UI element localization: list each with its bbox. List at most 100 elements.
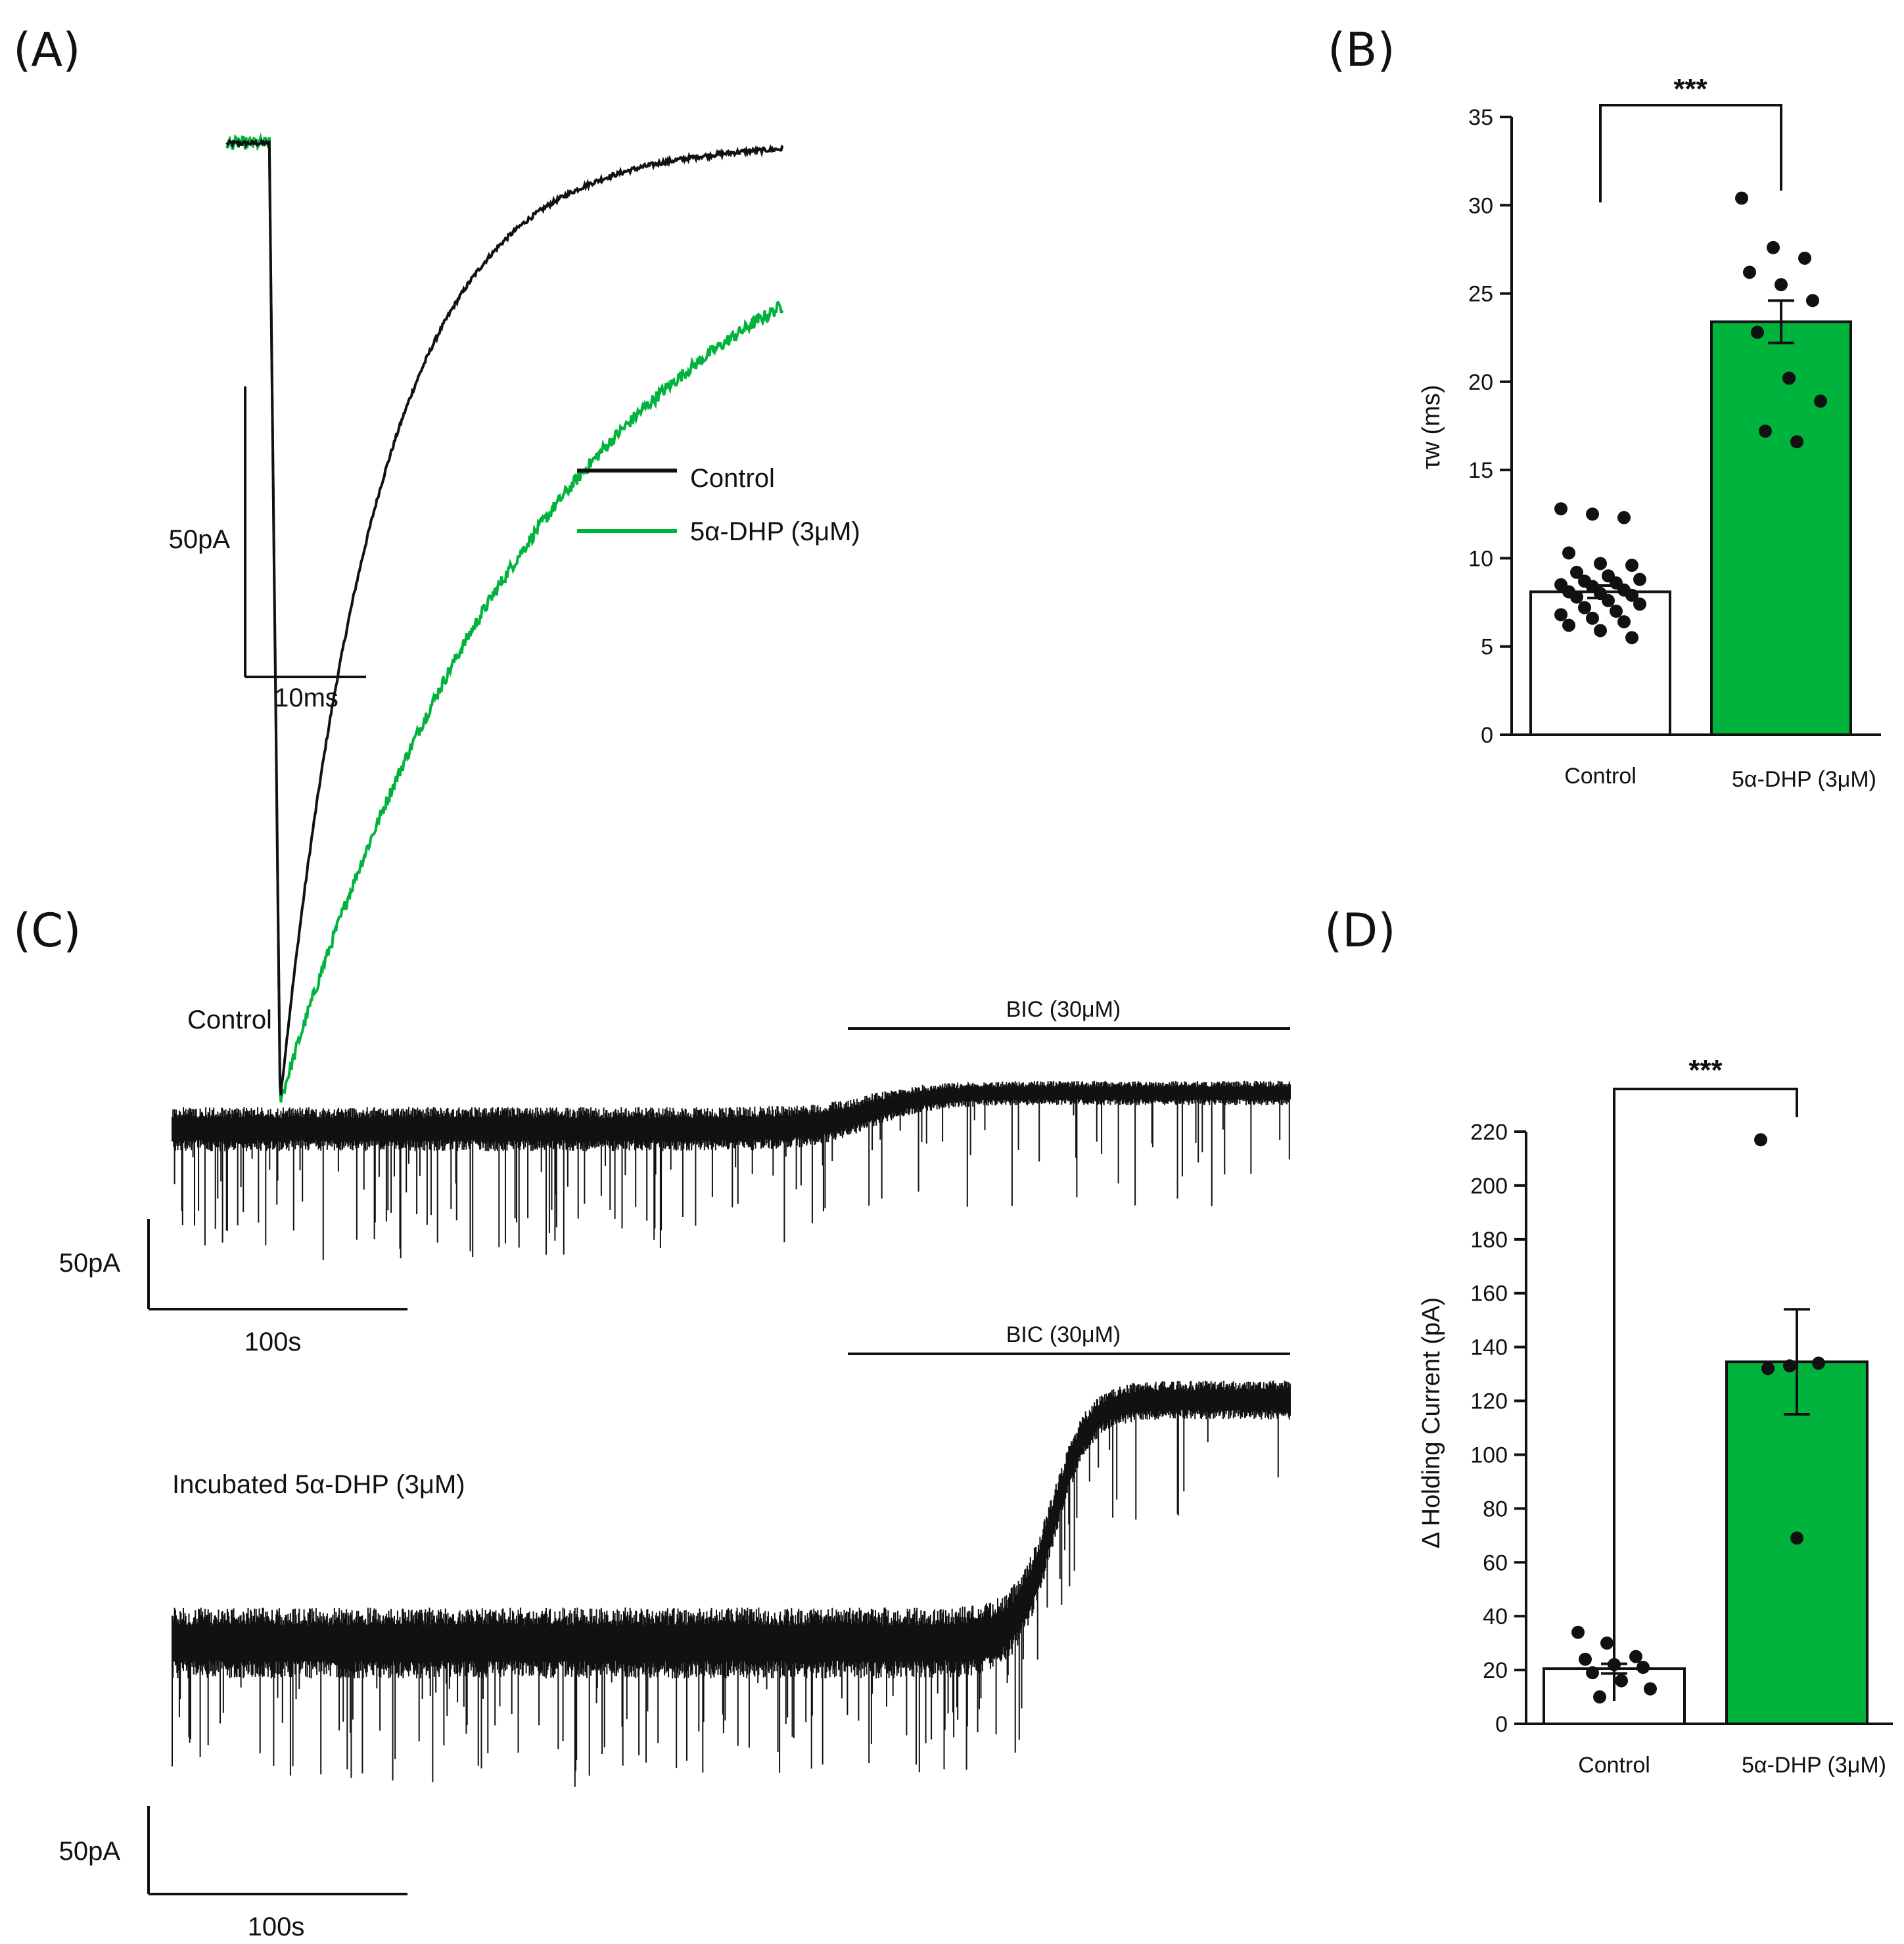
data-point [1593, 1690, 1606, 1704]
panel-d-holding-current-bar-chart: 0 20 40 60 80 100 120 140 160 180 200 220 *** Contr… [1418, 1054, 1893, 1778]
y-tick-label: 180 [1470, 1228, 1508, 1253]
scale-bar-label-pa-incubated: 50pA [59, 1837, 121, 1866]
data-point [1571, 1625, 1585, 1639]
y-axis-title: Δ Holding Current (pA) [1418, 1297, 1445, 1548]
y-tick-label: 140 [1470, 1335, 1508, 1360]
data-point [1602, 593, 1615, 607]
data-point [1579, 1652, 1592, 1666]
scale-bar-label-pa-control: 50pA [59, 1249, 121, 1278]
holding-trace-control [172, 1080, 1291, 1261]
drug-label-bic-control: BIC (30μM) [1006, 997, 1121, 1022]
data-points [1554, 191, 1827, 645]
y-tick-label: 60 [1483, 1550, 1508, 1575]
y-tick-label: 5 [1481, 635, 1493, 660]
data-point [1554, 608, 1567, 622]
data-point [1743, 266, 1756, 279]
data-point [1562, 618, 1575, 632]
bar-control [1529, 590, 1671, 737]
y-tick-label: 40 [1483, 1604, 1508, 1629]
data-point [1617, 511, 1631, 524]
data-point [1761, 1362, 1775, 1376]
data-point [1782, 371, 1796, 385]
data-point [1814, 394, 1827, 408]
scale-bar-label-s-control: 100s [244, 1328, 302, 1356]
y-tick-label: 160 [1470, 1282, 1508, 1307]
data-points [1571, 1133, 1825, 1704]
data-point [1586, 1666, 1599, 1680]
y-tick-label: 20 [1468, 370, 1493, 395]
data-point [1633, 572, 1646, 586]
data-point [1798, 251, 1811, 265]
data-point [1783, 1359, 1796, 1373]
data-point [1806, 294, 1819, 308]
data-point [1625, 588, 1638, 602]
legend-label-5a-dhp: 5α-DHP (3μM) [690, 517, 860, 546]
data-point [1625, 559, 1638, 572]
trace-label-incubated: Incubated 5α-DHP (3μM) [172, 1470, 465, 1499]
y-axis-ticks: 0 20 40 60 80 100 120 140 160 180 200 220 [1470, 1120, 1526, 1737]
data-point [1617, 615, 1631, 629]
y-tick-label: 0 [1495, 1712, 1508, 1737]
y-tick-label: 25 [1468, 282, 1493, 307]
data-point [1790, 1531, 1803, 1545]
x-tick-label-control: Control [1578, 1753, 1650, 1778]
data-point [1775, 278, 1788, 292]
data-point [1554, 502, 1567, 516]
data-point [1625, 631, 1638, 645]
y-tick-label: 120 [1470, 1389, 1508, 1414]
panel-c-holding-current-traces: Control BIC (30μM) 50pA 100s BIC (30μM) … [59, 997, 1291, 1941]
bar-5a-dhp [1710, 320, 1852, 736]
x-tick-label-5a-dhp: 5α-DHP (3μM) [1732, 767, 1876, 792]
data-point [1633, 597, 1646, 611]
y-tick-label: 30 [1468, 193, 1493, 218]
bars [1529, 320, 1852, 737]
y-tick-label: 35 [1468, 105, 1493, 130]
y-tick-label: 100 [1470, 1443, 1508, 1468]
data-point [1754, 1133, 1767, 1147]
x-tick-label-control: Control [1564, 764, 1637, 789]
panel-label-a: (A) [13, 23, 81, 77]
y-axis-ticks: 0 5 10 15 20 25 30 35 [1468, 105, 1512, 748]
trace-line-5a-dhp [225, 132, 784, 1103]
data-point [1735, 191, 1748, 205]
data-point [1629, 1650, 1642, 1663]
data-point [1790, 435, 1803, 449]
panel-label-c: (C) [13, 904, 81, 958]
data-point [1615, 1674, 1628, 1688]
significance-stars: *** [1688, 1054, 1723, 1086]
data-point [1586, 611, 1599, 625]
data-point [1578, 601, 1591, 614]
data-point [1594, 624, 1607, 637]
y-tick-label: 200 [1470, 1174, 1508, 1199]
x-tick-label-5a-dhp: 5α-DHP (3μM) [1742, 1753, 1886, 1778]
data-point [1637, 1660, 1650, 1674]
data-point [1610, 605, 1623, 618]
significance-stars: *** [1673, 73, 1707, 105]
y-tick-label: 80 [1483, 1496, 1508, 1521]
scale-bar-label-pa: 50pA [169, 525, 231, 554]
data-point [1812, 1356, 1825, 1370]
data-point [1644, 1682, 1657, 1696]
data-point [1594, 557, 1607, 570]
data-point [1562, 546, 1575, 560]
data-point [1767, 241, 1780, 254]
panel-label-b: (B) [1328, 23, 1395, 77]
y-tick-label: 0 [1481, 723, 1493, 748]
scale-bar-label-ms: 10ms [274, 683, 338, 712]
y-tick-label: 20 [1483, 1658, 1508, 1683]
y-tick-label: 15 [1468, 458, 1493, 483]
data-point [1570, 590, 1583, 604]
error-bars [1587, 299, 1794, 599]
error-bars [1601, 1308, 1810, 1675]
data-point [1751, 325, 1764, 339]
y-tick-label: 10 [1468, 546, 1493, 571]
significance-bracket [1599, 104, 1782, 202]
scale-bar-label-s-incubated: 100s [248, 1912, 305, 1941]
data-point [1570, 565, 1583, 579]
y-tick-label: 220 [1470, 1120, 1508, 1145]
significance-bracket [1613, 1088, 1798, 1701]
y-axis-title: τw (ms) [1418, 385, 1445, 470]
legend-label-control: Control [690, 464, 775, 493]
